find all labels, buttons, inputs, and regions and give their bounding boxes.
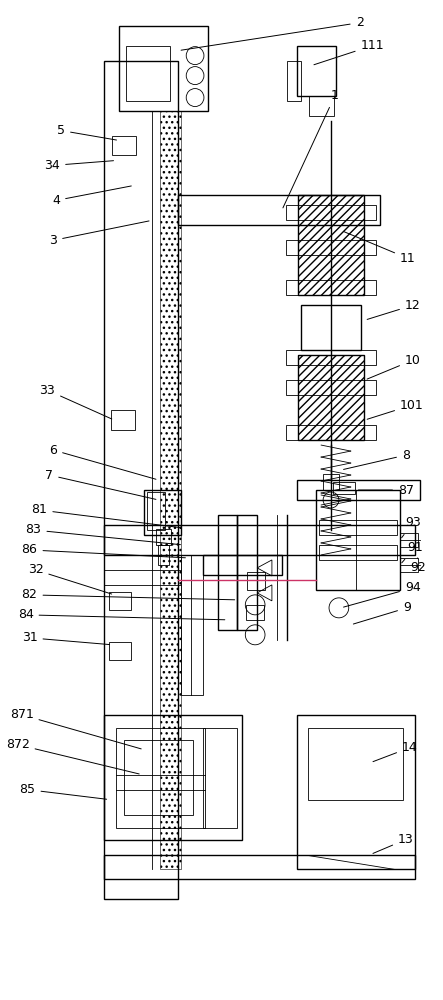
Text: 4: 4 bbox=[52, 186, 131, 207]
Text: 10: 10 bbox=[367, 354, 421, 379]
Bar bbox=[286, 350, 376, 365]
Text: 11: 11 bbox=[343, 231, 416, 265]
Bar bbox=[298, 195, 365, 295]
Text: 101: 101 bbox=[367, 399, 424, 419]
Text: 85: 85 bbox=[19, 783, 107, 799]
Bar bbox=[159, 111, 181, 869]
Bar bbox=[105, 855, 415, 879]
Text: 93: 93 bbox=[402, 516, 420, 538]
Text: 871: 871 bbox=[10, 708, 141, 749]
Text: 872: 872 bbox=[6, 738, 139, 774]
Text: 94: 94 bbox=[343, 581, 420, 607]
Bar bbox=[287, 61, 301, 101]
Bar bbox=[105, 525, 415, 555]
Bar bbox=[181, 555, 203, 695]
Bar bbox=[286, 380, 376, 395]
Bar bbox=[126, 46, 171, 101]
Bar bbox=[158, 545, 170, 565]
Bar bbox=[203, 555, 282, 575]
Text: 13: 13 bbox=[373, 833, 414, 853]
Bar bbox=[105, 715, 242, 840]
Text: 33: 33 bbox=[39, 384, 112, 419]
Bar bbox=[111, 410, 135, 430]
Text: 9: 9 bbox=[354, 601, 411, 624]
Text: 3: 3 bbox=[49, 221, 149, 247]
Bar bbox=[179, 195, 380, 225]
Text: 91: 91 bbox=[402, 541, 423, 563]
Text: 6: 6 bbox=[49, 444, 156, 479]
Bar bbox=[203, 728, 237, 828]
Bar bbox=[286, 425, 376, 440]
Bar bbox=[298, 355, 365, 440]
Bar bbox=[116, 728, 205, 828]
Bar bbox=[298, 195, 365, 295]
Bar bbox=[323, 474, 339, 490]
Text: 32: 32 bbox=[27, 563, 112, 594]
Bar bbox=[105, 61, 179, 899]
Bar bbox=[296, 46, 336, 96]
Text: 14: 14 bbox=[373, 741, 418, 762]
Text: 2: 2 bbox=[181, 16, 364, 50]
Bar bbox=[319, 520, 397, 535]
Bar bbox=[296, 480, 420, 500]
Bar bbox=[286, 240, 376, 255]
Bar bbox=[147, 492, 164, 530]
Bar bbox=[286, 280, 376, 295]
Bar bbox=[155, 529, 171, 545]
Text: 8: 8 bbox=[344, 449, 410, 469]
Bar bbox=[308, 728, 403, 800]
Bar bbox=[296, 715, 415, 869]
Bar bbox=[301, 305, 361, 350]
Bar bbox=[113, 136, 136, 155]
Bar bbox=[109, 592, 131, 610]
Text: 92: 92 bbox=[410, 558, 426, 574]
Bar bbox=[286, 205, 376, 220]
Text: 83: 83 bbox=[26, 523, 180, 545]
Bar bbox=[319, 545, 397, 560]
Bar bbox=[237, 515, 257, 630]
Text: 34: 34 bbox=[44, 159, 113, 172]
Bar bbox=[144, 490, 181, 535]
Bar bbox=[246, 605, 264, 620]
Text: 82: 82 bbox=[22, 588, 235, 601]
Bar bbox=[400, 533, 418, 547]
Text: 31: 31 bbox=[22, 631, 109, 645]
Bar bbox=[298, 355, 365, 440]
Text: 84: 84 bbox=[18, 608, 225, 621]
Text: 12: 12 bbox=[367, 299, 420, 319]
Text: 81: 81 bbox=[31, 503, 180, 528]
Bar bbox=[316, 490, 400, 590]
Bar bbox=[124, 740, 193, 815]
Text: 86: 86 bbox=[22, 543, 186, 558]
Bar bbox=[309, 96, 334, 116]
Bar bbox=[218, 515, 237, 630]
Bar bbox=[333, 482, 355, 494]
Bar bbox=[109, 642, 131, 660]
Text: 7: 7 bbox=[45, 469, 156, 499]
Text: 1: 1 bbox=[283, 89, 339, 208]
Bar bbox=[247, 572, 265, 590]
Bar bbox=[400, 558, 418, 572]
Text: 87: 87 bbox=[358, 484, 414, 497]
Text: 5: 5 bbox=[57, 124, 117, 140]
Text: 111: 111 bbox=[314, 39, 384, 65]
Bar bbox=[119, 26, 208, 111]
